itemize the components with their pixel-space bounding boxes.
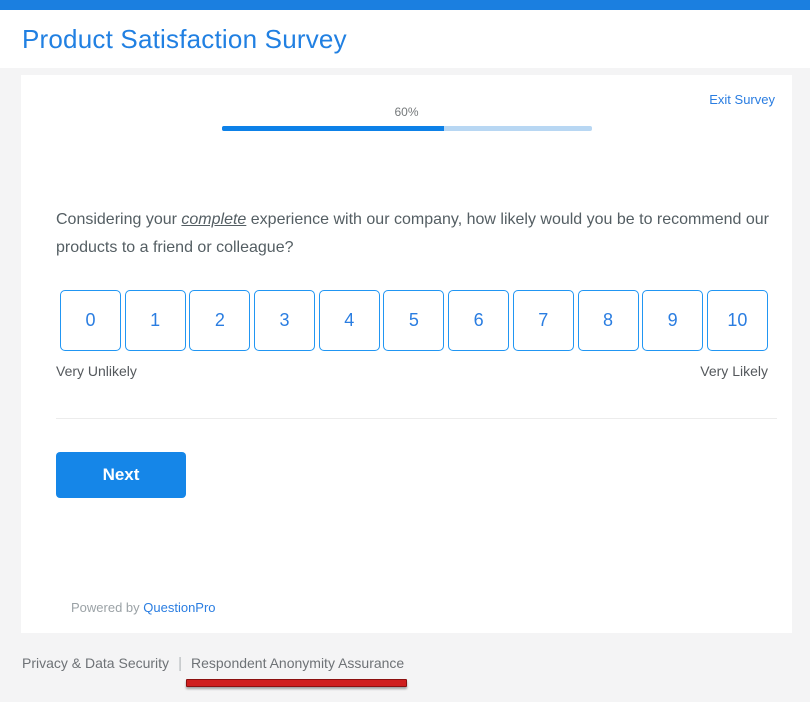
question-text: Considering your complete experience wit… bbox=[56, 206, 771, 262]
powered-by: Powered by QuestionPro bbox=[71, 600, 778, 615]
progress-percent-label: 60% bbox=[394, 105, 419, 119]
nps-option-button[interactable]: 7 bbox=[512, 290, 574, 351]
scale-max-label: Very Likely bbox=[700, 363, 768, 379]
nps-option-button[interactable]: 5 bbox=[383, 290, 445, 351]
footer-link-anonymity[interactable]: Respondent Anonymity Assurance bbox=[190, 655, 405, 671]
exit-survey-link[interactable]: Exit Survey bbox=[709, 92, 775, 107]
progress-bar-wrap: 60% bbox=[221, 93, 592, 131]
nps-option-button[interactable]: 8 bbox=[577, 290, 639, 351]
footer-link-privacy[interactable]: Privacy & Data Security bbox=[22, 655, 170, 671]
nps-option-button[interactable]: 10 bbox=[706, 290, 768, 351]
question-emphasis: complete bbox=[181, 211, 247, 228]
page-header: Product Satisfaction Survey bbox=[0, 10, 810, 68]
footer-separator: | bbox=[178, 655, 182, 672]
nps-option-button[interactable]: 9 bbox=[642, 290, 704, 351]
nps-option-button[interactable]: 1 bbox=[124, 290, 186, 351]
nps-option-button[interactable]: 3 bbox=[254, 290, 316, 351]
next-button[interactable]: Next bbox=[56, 452, 186, 498]
nps-option-button[interactable]: 4 bbox=[318, 290, 380, 351]
top-accent-strip bbox=[0, 0, 810, 10]
powered-by-brand-link[interactable]: QuestionPro bbox=[143, 600, 216, 615]
nps-option-button[interactable]: 6 bbox=[448, 290, 510, 351]
section-divider bbox=[56, 418, 777, 419]
survey-card: Exit Survey 60% Considering your complet… bbox=[21, 75, 792, 633]
page-footer: Privacy & Data Security | Respondent Ano… bbox=[22, 655, 810, 687]
red-underline-annotation bbox=[185, 679, 408, 687]
nps-scale: 0 1 2 3 4 5 6 7 8 9 10 bbox=[60, 290, 768, 351]
page-title: Product Satisfaction Survey bbox=[22, 23, 347, 54]
scale-min-label: Very Unlikely bbox=[56, 363, 137, 379]
question-prefix: Considering your bbox=[56, 211, 182, 228]
progress-track bbox=[221, 126, 592, 131]
scale-anchor-labels: Very Unlikely Very Likely bbox=[56, 363, 768, 379]
nps-option-button[interactable]: 0 bbox=[60, 290, 121, 351]
footer-link-anonymity-wrap: Respondent Anonymity Assurance bbox=[185, 655, 408, 687]
question-suffix: experience with our company, how likely … bbox=[56, 211, 769, 256]
powered-by-prefix: Powered by bbox=[71, 600, 144, 615]
nps-option-button[interactable]: 2 bbox=[189, 290, 251, 351]
progress-fill bbox=[221, 126, 444, 131]
